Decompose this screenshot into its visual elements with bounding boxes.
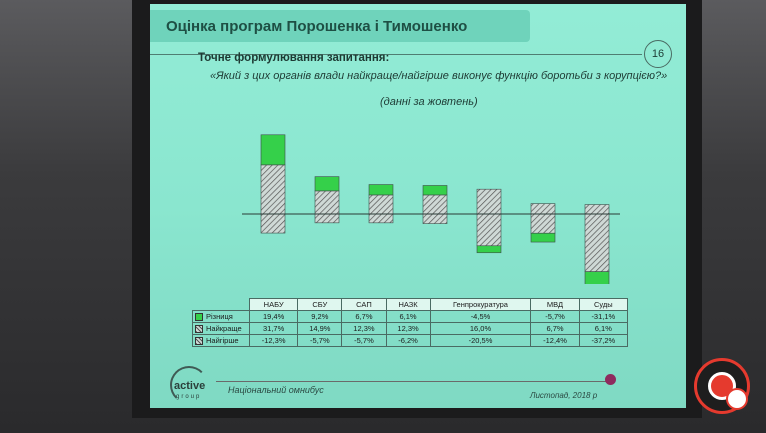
table-header-row: НАБУ СБУ САП НАЗК Генпрокуратура МВД Суд…	[193, 298, 629, 311]
table-cell: 6,1%	[385, 310, 431, 323]
table-cell: 6,1%	[578, 322, 629, 335]
table-cell: -37,2%	[578, 334, 629, 347]
table-cell: -5,7%	[530, 310, 580, 323]
column-header: САП	[341, 298, 387, 311]
bar-difference	[584, 271, 610, 284]
table-cell: -5,7%	[297, 334, 343, 347]
legend-green-swatch	[195, 313, 203, 321]
bar-best-worst-range	[584, 204, 610, 272]
bar-difference	[260, 134, 286, 166]
bar-difference	[368, 184, 394, 196]
footer-rule	[216, 381, 606, 382]
table-cell: 14,9%	[297, 322, 343, 335]
question-text: «Який з цих органів влади найкраще/найгі…	[210, 70, 668, 82]
table-cell: -12,3%	[248, 334, 299, 347]
table-cell: 19,4%	[248, 310, 299, 323]
logo-text: active	[174, 380, 206, 392]
table-cell: 6,7%	[341, 310, 387, 323]
bar-difference	[422, 185, 448, 196]
table-cell: -31,1%	[578, 310, 629, 323]
column-header: Генпрокуратура	[429, 298, 532, 311]
legend-hatch-swatch	[195, 325, 203, 333]
row-label: Найкраще	[192, 322, 250, 335]
table-cell: 12,3%	[341, 322, 387, 335]
bar-best-worst-range	[368, 194, 394, 224]
bar-best-worst-range	[530, 203, 556, 234]
legend-hatch-swatch	[195, 337, 203, 345]
data-table: НАБУ СБУ САП НАЗК Генпрокуратура МВД Суд…	[192, 298, 629, 347]
column-header: НАБУ	[248, 298, 299, 311]
footer-source: Національний омнибус	[228, 385, 324, 395]
question-subtitle: (данні за жовтень)	[380, 96, 478, 108]
question-label: Точне формулювання запитання:	[198, 52, 390, 64]
column-header: МВД	[530, 298, 580, 311]
bar-difference	[314, 176, 340, 192]
bar-difference	[530, 232, 556, 243]
bar-chart	[242, 134, 620, 284]
column-header: СБУ	[297, 298, 343, 311]
bar-best-worst-range	[422, 194, 448, 224]
bar-difference	[476, 245, 502, 254]
table-cell: -6,2%	[385, 334, 431, 347]
table-cell: -4,5%	[429, 310, 532, 323]
bar-best-worst-range	[314, 190, 340, 224]
table-corner	[193, 299, 250, 311]
presentation-slide: Оцінка програм Порошенка і Тимошенко 16 …	[150, 4, 686, 408]
channel-logo-small-icon	[726, 388, 748, 410]
row-label: Найгірше	[192, 334, 250, 347]
slide-title: Оцінка програм Порошенка і Тимошенко	[166, 18, 468, 35]
bar-best-worst-range	[260, 164, 286, 234]
channel-logo-inner-icon	[708, 372, 736, 400]
slide-number: 16	[644, 40, 672, 68]
table-cell: -12,4%	[530, 334, 580, 347]
table-cell: 16,0%	[429, 322, 532, 335]
table-row: Найгірше -12,3% -5,7% -5,7% -6,2% -20,5%…	[192, 334, 629, 347]
table-cell: 12,3%	[385, 322, 431, 335]
bar-best-worst-range	[476, 188, 502, 247]
footer-date: Листопад, 2018 р	[530, 391, 598, 400]
logo-subtext: group	[176, 394, 202, 400]
table-row: Різниця 19,4% 9,2% 6,7% 6,1% -4,5% -5,7%…	[192, 310, 629, 323]
table-cell: 9,2%	[297, 310, 343, 323]
header-rule	[150, 54, 642, 55]
column-header: Суды	[578, 298, 629, 311]
table-cell: -20,5%	[429, 334, 532, 347]
footer-dot	[605, 374, 616, 385]
column-header: НАЗК	[385, 298, 431, 311]
table-cell: 6,7%	[530, 322, 580, 335]
row-label: Різниця	[192, 310, 250, 323]
title-bar: Оцінка програм Порошенка і Тимошенко	[150, 10, 530, 42]
table-row: Найкраще 31,7% 14,9% 12,3% 12,3% 16,0% 6…	[192, 322, 629, 335]
table-cell: 31,7%	[248, 322, 299, 335]
logo-ring-icon	[170, 366, 208, 404]
table-cell: -5,7%	[341, 334, 387, 347]
